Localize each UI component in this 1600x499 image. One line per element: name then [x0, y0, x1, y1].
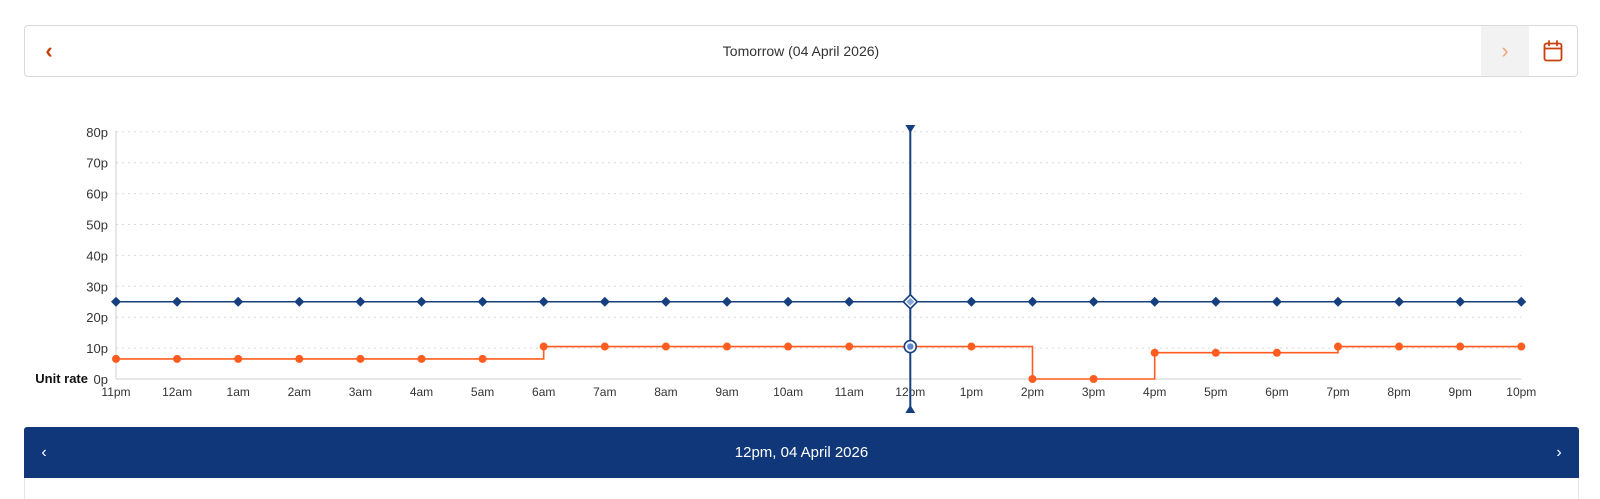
date-title: Tomorrow (04 April 2026): [722, 43, 880, 59]
series-1-point[interactable]: [539, 342, 548, 351]
date-navigation-bar: ‹ Tomorrow (04 April 2026) ›: [24, 25, 1578, 77]
x-tick-label: 1pm: [960, 385, 983, 399]
x-tick-label: 1am: [227, 385, 250, 399]
y-tick-label: 10p: [86, 341, 108, 356]
calendar-button[interactable]: [1529, 26, 1577, 76]
series-1-point[interactable]: [234, 354, 243, 363]
series-0-point[interactable]: [1455, 296, 1466, 307]
x-tick-label: 6pm: [1265, 385, 1288, 399]
x-tick-label: 12am: [162, 385, 192, 399]
x-tick-label: 2am: [288, 385, 311, 399]
series-1-point[interactable]: [1089, 375, 1098, 383]
series-0-point[interactable]: [1210, 296, 1221, 307]
previous-period-button[interactable]: ‹: [41, 443, 47, 461]
series-0-point[interactable]: [1333, 296, 1343, 307]
x-tick-label: 3pm: [1082, 385, 1105, 399]
unit-rate-chart: 0p 10p 20p 30p 40p 50p 60p 70p 80p Unit rate 11pm 1…: [0, 90, 1600, 425]
series-0-point[interactable]: [416, 296, 427, 307]
x-tick-label: 7am: [593, 385, 616, 399]
crosshair-top-arrow: [905, 125, 916, 133]
series-1-point[interactable]: [295, 354, 304, 363]
series-1-point[interactable]: [661, 342, 670, 351]
selected-period-bar: ‹ 12pm, 04 April 2026 ›: [24, 427, 1579, 478]
series-1-point[interactable]: [1211, 348, 1220, 357]
series-1-point[interactable]: [1272, 348, 1281, 357]
series-1-point[interactable]: [1395, 342, 1404, 351]
series-0-point[interactable]: [172, 296, 183, 307]
series-0-point[interactable]: [722, 296, 732, 307]
next-period-button[interactable]: ›: [1556, 443, 1562, 461]
previous-day-button[interactable]: ‹: [45, 38, 53, 63]
series-0-point[interactable]: [1516, 296, 1527, 307]
series-0-point[interactable]: [233, 296, 244, 307]
x-tick-label: 2pm: [1021, 385, 1044, 399]
x-tick-label: 11pm: [101, 385, 130, 399]
series-line-1: [116, 345, 1522, 380]
series-0-point[interactable]: [660, 296, 671, 307]
y-tick-label: 80p: [86, 125, 108, 140]
y-tick-label: 40p: [86, 248, 108, 263]
series-0-point[interactable]: [355, 296, 366, 307]
y-tick-label: 30p: [86, 279, 108, 294]
series-1-point[interactable]: [967, 342, 976, 351]
x-tick-label: 10pm: [1506, 385, 1536, 399]
series-1-point[interactable]: [112, 354, 120, 363]
series-0-point[interactable]: [477, 296, 488, 307]
series-0-point[interactable]: [844, 296, 855, 307]
x-tick-label: 5am: [471, 385, 494, 399]
series-0-point[interactable]: [599, 296, 610, 307]
series-0-point[interactable]: [1027, 296, 1038, 307]
x-tick-label: 7pm: [1326, 385, 1349, 399]
series-1-point[interactable]: [784, 342, 793, 351]
series-0-point[interactable]: [1394, 296, 1405, 307]
series-1-point[interactable]: [723, 342, 731, 351]
selected-point[interactable]: [907, 343, 914, 350]
series-0-point[interactable]: [538, 296, 549, 307]
x-tick-label: 8am: [654, 385, 677, 399]
x-tick-label: 9pm: [1449, 385, 1472, 399]
y-axis-label: Unit rate: [35, 371, 88, 386]
chart-svg[interactable]: 0p 10p 20p 30p 40p 50p 60p 70p 80p Unit rate 11pm 1…: [0, 90, 1600, 425]
selected-period-title: 12pm, 04 April 2026: [734, 444, 869, 461]
y-tick-label: 70p: [86, 156, 108, 171]
series-1-point[interactable]: [1456, 342, 1465, 351]
series-0-point[interactable]: [783, 296, 794, 307]
series-0-point[interactable]: [966, 296, 977, 307]
series-1-point[interactable]: [845, 342, 854, 351]
series-0-point[interactable]: [1088, 296, 1099, 307]
x-tick-label: 4pm: [1143, 385, 1166, 399]
series-1-point[interactable]: [1150, 348, 1159, 357]
series-1-point[interactable]: [1517, 342, 1526, 351]
series-1-point[interactable]: [356, 354, 365, 363]
selected-point[interactable]: [906, 297, 915, 306]
x-tick-label: 3am: [349, 385, 372, 399]
x-tick-label: 10am: [773, 385, 803, 399]
series-1-point[interactable]: [1028, 375, 1037, 383]
series-0-point[interactable]: [1271, 296, 1282, 307]
y-tick-label: 60p: [86, 187, 108, 202]
series-1-point[interactable]: [173, 354, 182, 363]
crosshair-bottom-arrow: [905, 405, 916, 413]
series-0-point[interactable]: [1149, 296, 1160, 307]
series-1-point[interactable]: [478, 354, 487, 363]
x-tick-label: 4am: [410, 385, 433, 399]
series-0-point[interactable]: [111, 296, 121, 307]
series-0-point[interactable]: [294, 296, 305, 307]
x-tick-label: 9am: [715, 385, 738, 399]
series-1-point[interactable]: [417, 354, 426, 363]
x-tick-label: 6am: [532, 385, 555, 399]
calendar-icon: [1543, 40, 1563, 62]
x-tick-label: 11am: [835, 385, 864, 399]
period-details-panel: [24, 478, 1579, 499]
series-1-point[interactable]: [1334, 342, 1342, 351]
y-tick-label: 50p: [86, 218, 108, 233]
series-1-point[interactable]: [600, 342, 609, 351]
next-day-button[interactable]: ›: [1481, 26, 1529, 76]
x-tick-label: 5pm: [1204, 385, 1227, 399]
y-tick-label: 20p: [86, 310, 108, 325]
x-tick-label: 8pm: [1387, 385, 1410, 399]
y-tick-label: 0p: [94, 372, 108, 387]
